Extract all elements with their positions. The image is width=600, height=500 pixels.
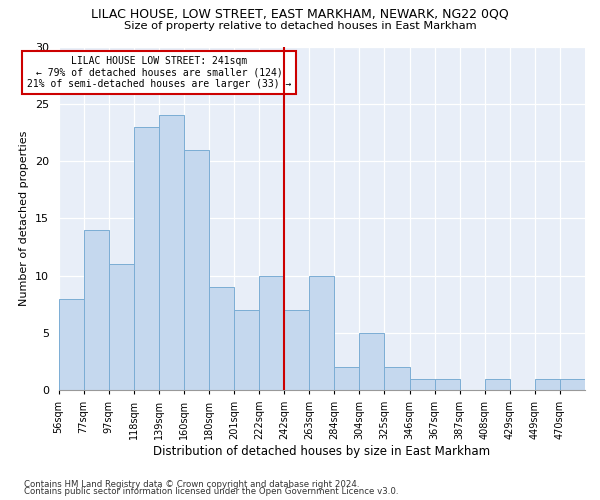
Bar — [309, 276, 334, 390]
Bar — [234, 310, 259, 390]
Text: LILAC HOUSE LOW STREET: 241sqm
← 79% of detached houses are smaller (124)
21% of: LILAC HOUSE LOW STREET: 241sqm ← 79% of … — [26, 56, 291, 89]
Bar — [209, 287, 234, 391]
Text: Contains HM Land Registry data © Crown copyright and database right 2024.: Contains HM Land Registry data © Crown c… — [24, 480, 359, 489]
X-axis label: Distribution of detached houses by size in East Markham: Distribution of detached houses by size … — [153, 444, 490, 458]
Bar — [259, 276, 284, 390]
Bar — [535, 379, 560, 390]
Bar — [184, 150, 209, 390]
Bar — [560, 379, 585, 390]
Text: Size of property relative to detached houses in East Markham: Size of property relative to detached ho… — [124, 21, 476, 31]
Bar — [434, 379, 460, 390]
Bar — [485, 379, 510, 390]
Bar — [410, 379, 434, 390]
Bar — [159, 116, 184, 390]
Bar — [284, 310, 309, 390]
Bar — [334, 368, 359, 390]
Text: LILAC HOUSE, LOW STREET, EAST MARKHAM, NEWARK, NG22 0QQ: LILAC HOUSE, LOW STREET, EAST MARKHAM, N… — [91, 8, 509, 20]
Bar — [83, 230, 109, 390]
Y-axis label: Number of detached properties: Number of detached properties — [19, 131, 29, 306]
Bar — [134, 126, 159, 390]
Bar — [359, 333, 385, 390]
Text: Contains public sector information licensed under the Open Government Licence v3: Contains public sector information licen… — [24, 487, 398, 496]
Bar — [59, 298, 83, 390]
Bar — [109, 264, 134, 390]
Bar — [385, 368, 410, 390]
